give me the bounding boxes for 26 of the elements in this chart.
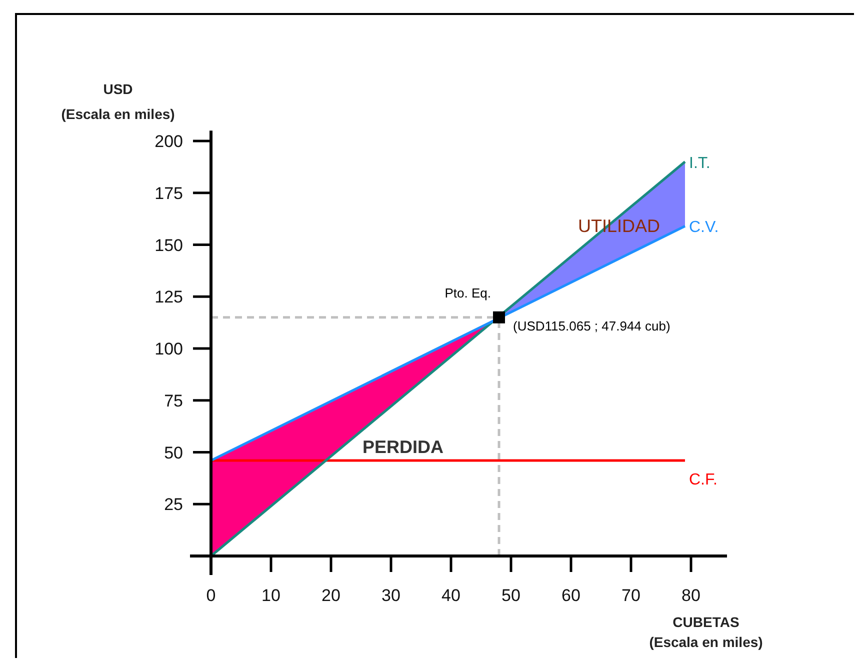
y-axis-title: USD (Escala en miles) [61,81,175,122]
x-tick-label: 50 [502,586,520,605]
x-tick-label: 10 [262,586,280,605]
annotation: (USD115.065 ; 47.944 cub) [513,318,670,334]
x-tick-label: 60 [562,586,580,605]
y-tick-label: 175 [154,184,183,203]
x-axis-title: CUBETAS (Escala en miles) [649,614,763,650]
y-tick-label: 125 [154,288,183,307]
x-tick-label: 0 [206,586,216,605]
annotation: Pto. Eq. [444,285,491,300]
x-tick-label: 40 [442,586,460,605]
x-tick-label: 80 [682,586,700,605]
annotation: PERDIDA [362,437,444,458]
y-tick-label: 50 [164,443,183,462]
y-tick-label: 25 [164,495,183,514]
series-label: C.F. [689,472,718,489]
series-label: C.V. [689,219,719,236]
series-label: I.T. [689,154,710,172]
x-tick-label: 70 [622,586,640,605]
annotation: UTILIDAD [578,216,660,236]
x-tick-label: 30 [382,586,400,605]
y-tick-label: 100 [154,340,183,358]
y-tick-label: 75 [164,391,183,410]
x-tick-label: 20 [322,586,340,605]
y-tick-label: 200 [154,132,183,151]
y-tick-label: 150 [154,236,183,255]
